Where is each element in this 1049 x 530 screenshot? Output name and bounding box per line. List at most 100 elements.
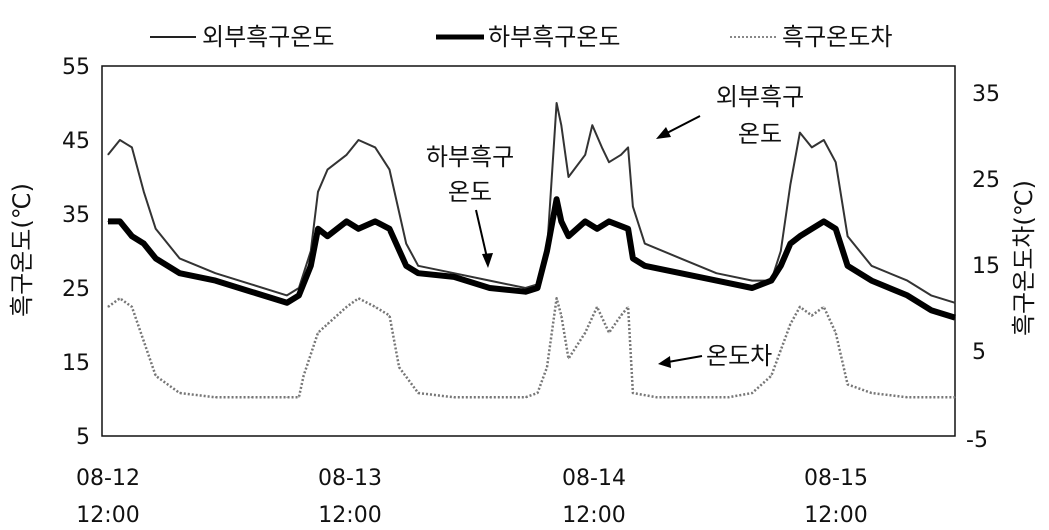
series-lower-point [584, 220, 586, 222]
series-diff-point [389, 315, 390, 316]
series-diff-line [107, 297, 955, 399]
series-diff-point [346, 306, 348, 308]
series-outer-point [632, 206, 634, 208]
series-lower-point [644, 265, 646, 267]
series-lower-point [214, 280, 216, 282]
series-diff-point [143, 340, 145, 342]
series-lower-point [560, 220, 562, 222]
series-lower-point [930, 309, 932, 311]
x-tick-date: 08-12 [76, 466, 140, 491]
series-outer-point [327, 169, 328, 171]
series-outer-point [751, 280, 753, 282]
series-lower-point [143, 243, 145, 245]
series-diff-point [727, 396, 729, 398]
series-lower-point [811, 228, 813, 230]
series-outer-point [389, 169, 390, 171]
series-layer [107, 102, 956, 399]
series-outer-point [214, 272, 216, 274]
y-right-tick-label: 15 [972, 254, 1000, 279]
annotation-lower-arrowhead [482, 253, 493, 268]
series-outer-point [644, 243, 646, 245]
series-outer-point [568, 176, 569, 178]
annotation-outer-line2: 온도 [738, 120, 782, 148]
series-diff-point [954, 396, 956, 398]
annotation-diff-arrowhead [658, 356, 671, 368]
series-lower-point [453, 276, 455, 278]
series-diff-point [556, 297, 558, 299]
series-diff-point [286, 396, 288, 398]
legend-entry-diff: 흑구온도차 [730, 23, 892, 51]
series-diff-point [537, 392, 538, 394]
series-lower-point [310, 265, 312, 267]
series-outer-point [930, 294, 932, 296]
series-diff-point [107, 306, 109, 308]
annotation-diff: 온도차 [658, 342, 772, 370]
series-outer-point [680, 257, 682, 259]
series-diff-point [823, 306, 825, 308]
y-right-tick-label: 35 [972, 82, 1000, 107]
y-left-tick-label: 15 [62, 351, 90, 376]
series-diff-point [871, 392, 872, 394]
series-outer-point [155, 228, 157, 230]
series-lower-point [680, 272, 682, 274]
series-outer-point [131, 146, 133, 148]
y-left-tick-label: 5 [76, 425, 90, 450]
series-diff-point [214, 396, 216, 398]
series-diff-point [751, 392, 753, 394]
series-diff-point [811, 315, 813, 316]
x-tick-date: 08-13 [318, 466, 382, 491]
series-diff-point [317, 332, 319, 334]
series-diff-point [131, 306, 133, 308]
series-diff-point [632, 392, 634, 394]
series-outer-point [871, 265, 872, 267]
series-lower-point [489, 287, 491, 289]
series-diff-point [525, 396, 526, 398]
annotation-lower-line2: 온도 [448, 178, 492, 206]
x-tick-time: 12:00 [76, 503, 139, 528]
series-lower-point [327, 235, 328, 237]
annotation-outer-line1: 외부흑구 [716, 83, 804, 111]
y-right-tick-label: 5 [972, 340, 986, 365]
series-outer-point [906, 280, 908, 282]
series-diff-point [835, 332, 837, 334]
series-outer-point [317, 191, 319, 193]
series-diff-point [298, 396, 300, 398]
series-outer-point [584, 154, 586, 156]
annotation-outer-arrow [664, 115, 701, 135]
series-lower-point [179, 272, 181, 274]
series-lower-point [119, 220, 121, 222]
series-lower-point [632, 257, 634, 259]
x-axis: 08-12 12:00 08-13 12:00 08-14 12:00 08-1… [76, 466, 868, 528]
series-outer-point [954, 302, 956, 304]
plot-frame [101, 65, 956, 437]
series-diff-point [568, 358, 569, 360]
x-tick-time: 12:00 [562, 503, 625, 528]
series-outer-point [789, 183, 791, 185]
series-diff-point [930, 396, 932, 398]
series-outer-point [556, 102, 558, 104]
series-diff-point [179, 392, 181, 394]
series-diff-point [417, 392, 419, 394]
series-outer-point [560, 124, 562, 126]
series-outer-point [417, 265, 419, 267]
series-outer-point [835, 161, 837, 163]
series-diff-point [374, 306, 376, 308]
legend-entry-lower: 하부흑구온도 [436, 23, 620, 51]
annotation-outer-arrowhead [656, 127, 671, 139]
series-diff-point [608, 332, 610, 334]
series-diff-point [847, 383, 849, 385]
series-lower-point [789, 243, 791, 245]
series-lower-point [525, 291, 526, 293]
series-outer-point [823, 139, 825, 141]
series-outer-point [627, 146, 629, 148]
legend-label-lower: 하부흑구온도 [488, 23, 620, 51]
series-lower-point [954, 317, 956, 319]
series-diff-point [327, 323, 328, 325]
series-outer-point [250, 283, 252, 285]
series-lower-point [537, 287, 538, 289]
series-outer-point [525, 287, 526, 289]
series-outer-point [799, 132, 801, 134]
series-lower-point [608, 220, 610, 222]
series-outer-point [715, 272, 717, 274]
